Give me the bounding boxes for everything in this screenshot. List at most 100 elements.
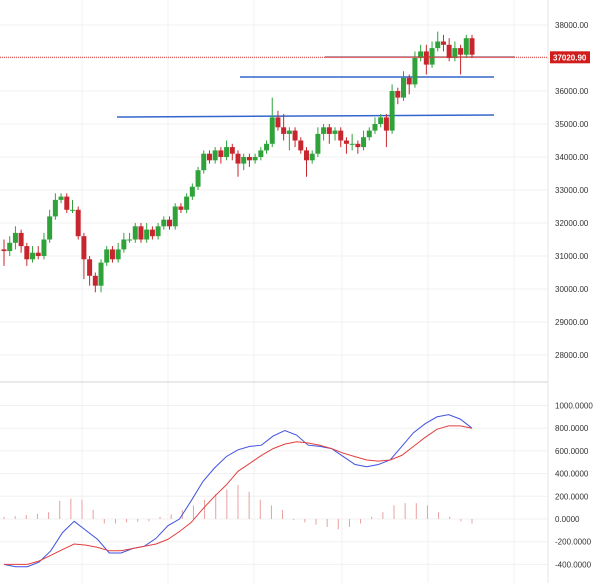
- candle: [401, 71, 407, 101]
- candle-body: [463, 38, 469, 55]
- candle-body: [92, 275, 98, 286]
- candle-body: [144, 229, 150, 240]
- candle: [469, 34, 475, 58]
- candle-body: [12, 232, 18, 243]
- candle-body: [195, 170, 201, 187]
- candle: [343, 137, 349, 154]
- candle-body: [349, 143, 355, 145]
- candle-body: [418, 51, 424, 58]
- candle: [149, 226, 155, 240]
- candle: [41, 232, 47, 260]
- candle: [144, 223, 150, 243]
- candle-body: [172, 206, 178, 227]
- candle-body: [1, 249, 7, 252]
- candle-body: [264, 143, 270, 151]
- candle-body: [30, 252, 36, 260]
- candle-body: [303, 150, 309, 161]
- candle-body: [383, 117, 389, 131]
- candle: [446, 38, 452, 62]
- candle-body: [132, 226, 138, 240]
- candle-body: [286, 130, 292, 134]
- candle: [229, 143, 235, 161]
- candle-body: [412, 58, 418, 85]
- candle-body: [281, 127, 287, 134]
- candle: [138, 223, 144, 243]
- candle: [224, 140, 230, 161]
- candle: [155, 223, 161, 240]
- grid: [0, 0, 548, 583]
- macd-tick-label: 400.0000: [555, 470, 589, 479]
- candle: [372, 117, 378, 134]
- candle-body: [389, 91, 395, 131]
- horizontal-lines[interactable]: [116, 56, 515, 118]
- candle-body: [292, 130, 298, 141]
- candle: [406, 74, 412, 95]
- candle-body: [355, 143, 361, 148]
- candle-body: [401, 77, 407, 98]
- candle: [258, 147, 264, 161]
- candle: [75, 206, 81, 240]
- candle: [92, 272, 98, 293]
- candle: [189, 183, 195, 200]
- price-tick-label: 35000.00: [555, 120, 589, 129]
- candle: [201, 150, 207, 174]
- candle: [458, 44, 464, 75]
- current-price-tag-bg: [550, 51, 590, 64]
- candle-body: [366, 130, 372, 138]
- price-axis[interactable]: 38000.0037000.0036000.0035000.0034000.00…: [555, 21, 589, 360]
- candle-body: [326, 127, 332, 134]
- candle: [104, 246, 110, 266]
- candle: [429, 41, 435, 68]
- candle: [389, 84, 395, 134]
- candle: [246, 153, 252, 167]
- candle-body: [18, 232, 24, 247]
- candle: [463, 34, 469, 58]
- candle: [275, 110, 281, 131]
- candle: [309, 150, 315, 164]
- candle-body: [47, 216, 53, 240]
- candle-body: [104, 249, 110, 263]
- candle-body: [332, 130, 338, 134]
- candle-body: [218, 150, 224, 157]
- candle-body: [35, 252, 41, 256]
- candle-body: [161, 219, 167, 227]
- candle: [18, 229, 24, 253]
- macd-axis[interactable]: 1000.0000 800.0000 600.0000 400.0000 200.000…: [555, 402, 593, 570]
- candle-body: [429, 48, 435, 65]
- candle-body: [275, 117, 281, 128]
- candle-body: [64, 196, 70, 210]
- candle-body: [212, 150, 218, 161]
- candle: [47, 209, 53, 243]
- candle-body: [229, 147, 235, 154]
- candle-body: [446, 44, 452, 58]
- candle: [121, 232, 127, 253]
- candle-body: [395, 91, 401, 98]
- candle-body: [338, 130, 344, 141]
- candle-body: [224, 147, 230, 157]
- candle-body: [435, 41, 441, 49]
- candle-body: [315, 133, 321, 154]
- candle-body: [309, 153, 315, 161]
- candle: [109, 246, 115, 263]
- candle-body: [458, 48, 464, 55]
- candle-body: [109, 249, 115, 260]
- candle-body: [98, 262, 104, 286]
- candle-body: [469, 38, 475, 55]
- candle: [161, 216, 167, 230]
- price-tick-label: 32000.00: [555, 219, 589, 228]
- candle: [281, 114, 287, 141]
- candle-body: [321, 127, 327, 134]
- candle: [361, 130, 367, 151]
- candle: [69, 199, 75, 214]
- candle: [326, 124, 332, 144]
- candle: [35, 246, 41, 260]
- candle: [206, 150, 212, 164]
- candle: [24, 242, 30, 266]
- horizontal-line-lower[interactable]: [116, 114, 495, 118]
- macd-pane: [3, 414, 473, 568]
- macd-tick-label: -200.0000: [555, 538, 592, 547]
- macd-line: [3, 414, 473, 568]
- candle-body: [189, 186, 195, 197]
- candle: [167, 216, 173, 230]
